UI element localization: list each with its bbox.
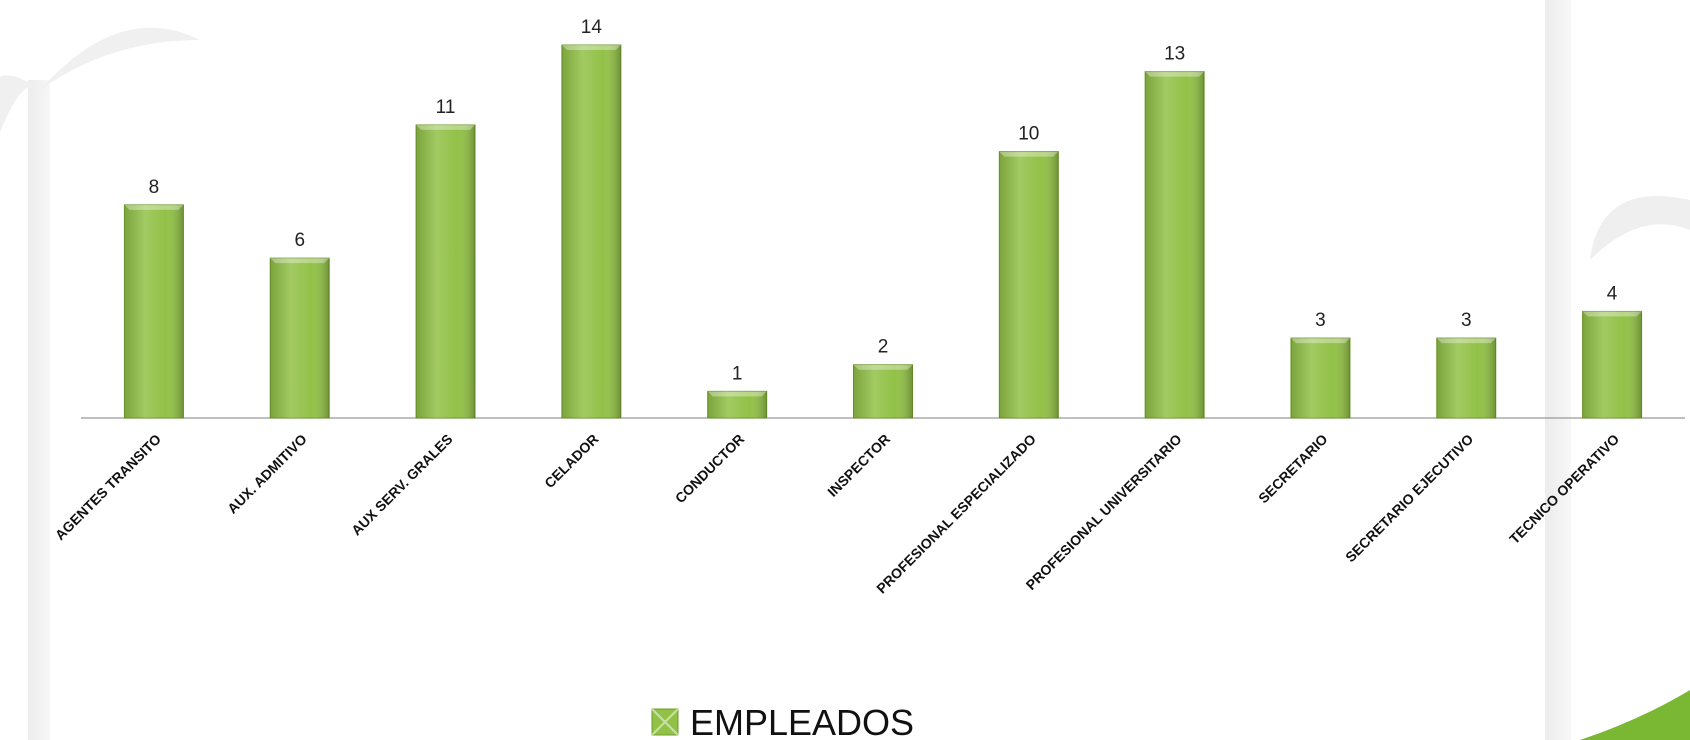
x-tick-label: INSPECTOR (824, 431, 893, 500)
bar-bevel (1436, 338, 1496, 344)
bar-bevel (561, 45, 621, 50)
bar-shading (561, 45, 621, 418)
value-label: 2 (878, 337, 889, 358)
value-label: 14 (581, 17, 603, 38)
bar-shading (1290, 338, 1350, 418)
bar-bevel (999, 151, 1059, 157)
bar-shading (124, 204, 184, 418)
bar-bevel (853, 364, 913, 370)
value-label: 8 (149, 177, 160, 198)
value-label: 13 (1164, 44, 1185, 65)
bar-bevel (124, 204, 184, 210)
bar-bevel (1582, 311, 1642, 317)
bar-bevel (1145, 71, 1205, 77)
value-label: 3 (1461, 310, 1472, 331)
bar-bevel (416, 124, 476, 130)
x-tick-label: CONDUCTOR (672, 431, 747, 506)
bar-bevel (707, 391, 767, 397)
value-label: 1 (732, 363, 743, 384)
bar-shading (999, 151, 1059, 419)
legend-label: EMPLEADOS (690, 702, 914, 740)
bar-shading (853, 364, 913, 418)
legend-swatch-bevel (651, 708, 679, 736)
value-label: 11 (436, 97, 456, 118)
value-label: 3 (1315, 310, 1326, 331)
bar-shading (416, 124, 476, 418)
value-label: 4 (1607, 283, 1618, 304)
bar-shading (1145, 71, 1205, 419)
value-label: 10 (1018, 124, 1039, 145)
x-tick-label: AUX. ADMITIVO (224, 431, 310, 517)
x-tick-label: SECRETARIO (1255, 431, 1331, 507)
x-tick-label: AUX SERV. GRALES (348, 431, 456, 539)
x-tick-label: CELADOR (541, 431, 601, 491)
bar-bevel (270, 258, 330, 264)
bar-shading (1582, 311, 1642, 418)
x-tick-label: AGENTES TRANSITO (52, 431, 164, 543)
x-tick-label: PROFESIONAL ESPECIALIZADO (873, 431, 1039, 597)
legend: EMPLEADOS (651, 702, 914, 740)
value-label: 6 (294, 230, 305, 251)
bar-shading (1436, 338, 1496, 418)
bar-bevel (1290, 338, 1350, 344)
x-tick-label: SECRETARIO EJECUTIVO (1342, 431, 1476, 565)
bar-shading (707, 391, 767, 418)
x-tick-label: PROFESIONAL UNIVERSITARIO (1023, 431, 1185, 593)
bar-shading (270, 258, 330, 418)
